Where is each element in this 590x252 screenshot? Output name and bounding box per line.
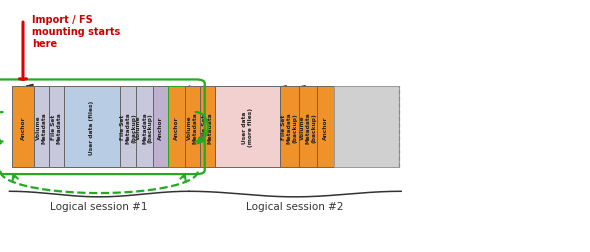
Bar xyxy=(200,87,215,168)
Text: File Set
Metadata
(backup): File Set Metadata (backup) xyxy=(120,111,136,143)
Text: Anchor: Anchor xyxy=(174,116,179,139)
Bar xyxy=(280,87,299,168)
Text: File Set
Metadata: File Set Metadata xyxy=(202,111,212,143)
Bar xyxy=(12,87,34,168)
Bar xyxy=(136,87,153,168)
Text: Logical session #1: Logical session #1 xyxy=(50,202,148,212)
Text: Volume
Metadata
(backup): Volume Metadata (backup) xyxy=(300,111,316,143)
Text: Anchor: Anchor xyxy=(323,116,328,139)
Text: Volume
Metadata: Volume Metadata xyxy=(37,111,47,143)
Text: Anchor: Anchor xyxy=(21,116,25,139)
Bar xyxy=(334,87,399,168)
Bar xyxy=(215,87,280,168)
Bar xyxy=(317,87,334,168)
Text: Volume
Metadata
(backup): Volume Metadata (backup) xyxy=(136,111,153,143)
Bar xyxy=(185,87,200,168)
Text: User data (files): User data (files) xyxy=(89,100,94,154)
Text: Import / FS
mounting starts
here: Import / FS mounting starts here xyxy=(32,15,120,49)
Text: User data
(more files): User data (more files) xyxy=(242,108,253,147)
Bar xyxy=(120,87,136,168)
Bar xyxy=(299,87,317,168)
Bar xyxy=(168,87,185,168)
Bar xyxy=(64,87,120,168)
Text: File Set
Metadata: File Set Metadata xyxy=(51,111,61,143)
Text: Logical session #2: Logical session #2 xyxy=(246,202,344,212)
Bar xyxy=(49,87,64,168)
Text: Volume
Metadata: Volume Metadata xyxy=(188,111,198,143)
Text: Anchor: Anchor xyxy=(158,116,163,139)
Text: File Set
Metadata
(backup): File Set Metadata (backup) xyxy=(281,111,297,143)
Bar xyxy=(34,87,49,168)
Bar xyxy=(153,87,168,168)
